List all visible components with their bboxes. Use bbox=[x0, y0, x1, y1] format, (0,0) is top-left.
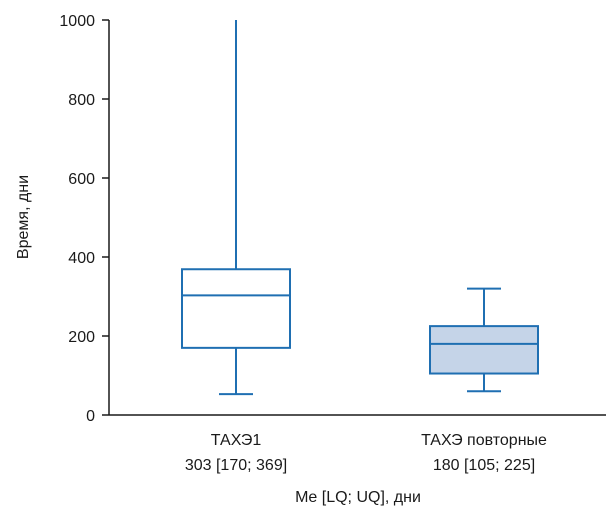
y-tick-label: 400 bbox=[68, 250, 95, 267]
category-label: ТАХЭ повторные bbox=[421, 432, 547, 449]
category-label: ТАХЭ1 bbox=[211, 432, 262, 449]
y-tick-label: 600 bbox=[68, 171, 95, 188]
category-stats-label: 303 [170; 369] bbox=[185, 457, 287, 474]
iqr-box bbox=[429, 325, 539, 375]
box-1 bbox=[181, 20, 291, 396]
y-tick-label: 800 bbox=[68, 92, 95, 109]
y-tick-label: 0 bbox=[86, 408, 95, 425]
y-tick-label: 1000 bbox=[59, 13, 95, 30]
boxes bbox=[181, 20, 539, 396]
axes bbox=[108, 20, 606, 416]
y-ticks: 0 200 400 600 800 1000 bbox=[59, 13, 109, 425]
y-axis-title: Время, дни bbox=[15, 175, 32, 259]
box-2 bbox=[429, 287, 539, 393]
category-stats-label: 180 [105; 225] bbox=[433, 457, 535, 474]
y-tick-label: 200 bbox=[68, 329, 95, 346]
x-axis-title: Me [LQ; UQ], дни bbox=[295, 489, 421, 506]
iqr-box bbox=[181, 268, 291, 349]
x-category-labels: ТАХЭ1 303 [170; 369] ТАХЭ повторные 180 [10… bbox=[185, 432, 547, 474]
